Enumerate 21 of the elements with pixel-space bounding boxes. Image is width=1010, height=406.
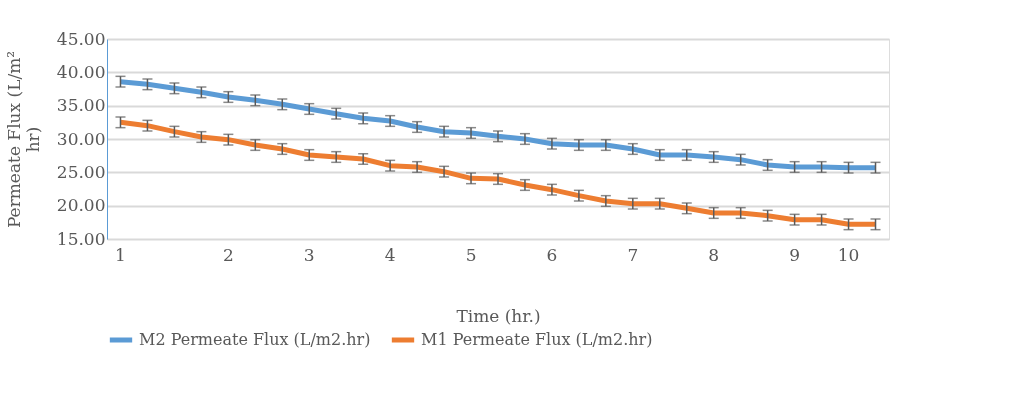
y-tick-label: 25.00 bbox=[56, 161, 106, 182]
x-tick-label: 2 bbox=[222, 244, 234, 265]
legend-label: M2 Permeate Flux (L/m2.hr) bbox=[139, 330, 371, 349]
x-tick-label: 9 bbox=[789, 244, 801, 265]
x-tick-label: 7 bbox=[627, 244, 639, 265]
x-tick-label: 3 bbox=[303, 244, 315, 265]
y-tick-label: 15.00 bbox=[56, 228, 106, 249]
y-tick-label: 40.00 bbox=[56, 61, 106, 82]
x-tick-label: 8 bbox=[708, 244, 720, 265]
x-axis-title: Time (hr.) bbox=[456, 305, 541, 326]
x-tick-label: 10 bbox=[837, 244, 860, 265]
x-tick-label: 5 bbox=[465, 244, 477, 265]
x-tick-label: 4 bbox=[384, 244, 396, 265]
x-tick-label: 1 bbox=[115, 244, 126, 265]
y-tick-label: 35.00 bbox=[56, 95, 106, 116]
y-tick-label: 20.00 bbox=[56, 195, 106, 216]
y-tick-label: 30.00 bbox=[56, 128, 106, 149]
y-axis-title: Permeate Flux (L/m² hr) bbox=[3, 50, 43, 229]
legend-label: M1 Permeate Flux (L/m2.hr) bbox=[421, 330, 653, 349]
y-tick-label: 45.00 bbox=[56, 28, 106, 49]
x-tick-label: 6 bbox=[546, 244, 558, 265]
